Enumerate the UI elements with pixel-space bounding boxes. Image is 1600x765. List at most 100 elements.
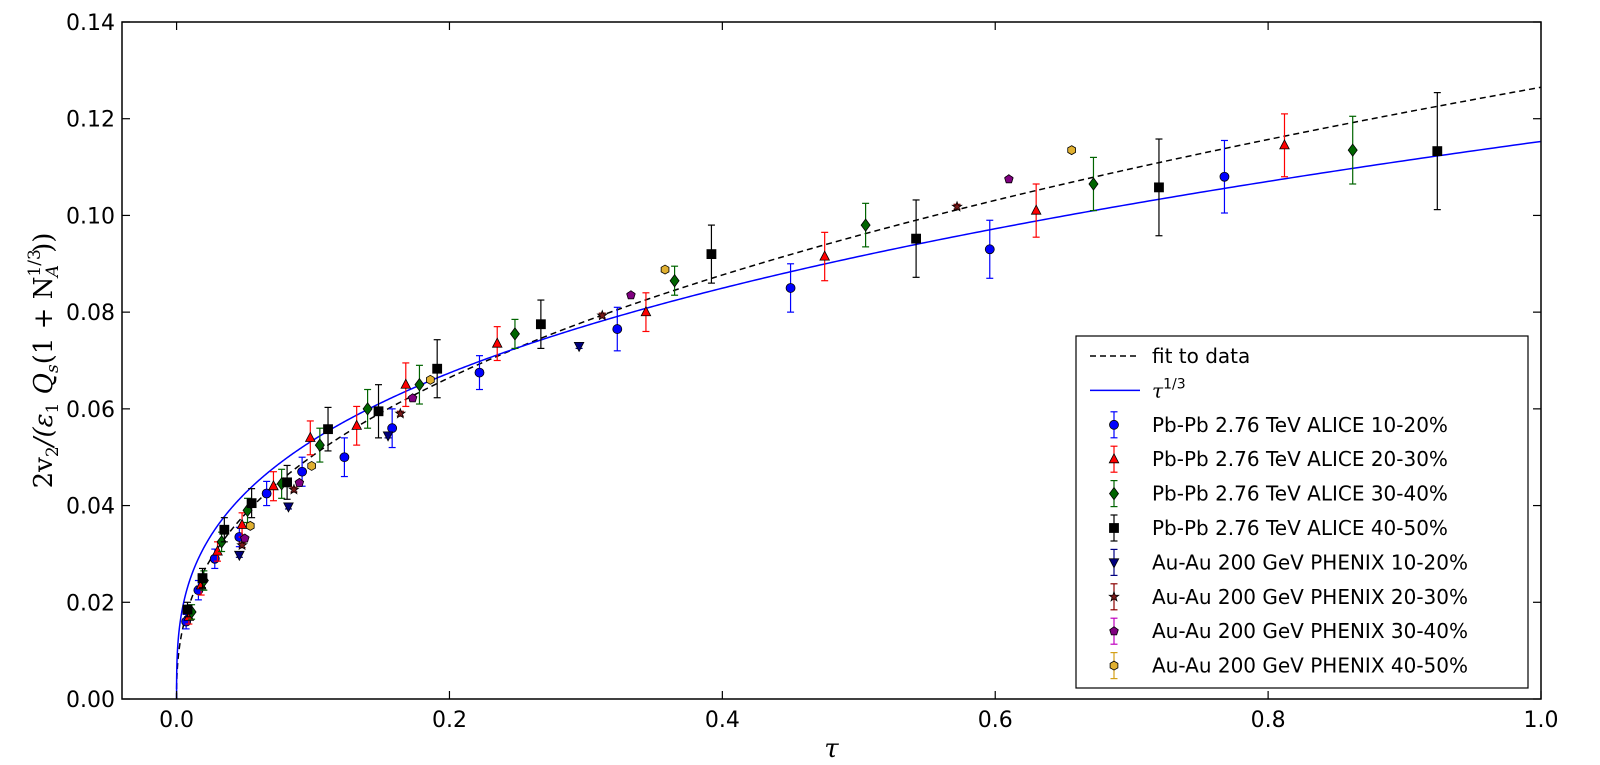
y-tick-label: 0.14 xyxy=(66,11,115,36)
data-point xyxy=(261,488,272,499)
data-point xyxy=(1219,171,1230,182)
data-point xyxy=(984,244,995,255)
series-2 xyxy=(186,115,1358,620)
data-point xyxy=(387,423,398,434)
legend-label: τ1/3 xyxy=(1152,376,1186,402)
data-point xyxy=(1030,204,1042,215)
legend-marker xyxy=(1108,452,1120,464)
data-point xyxy=(268,479,279,491)
legend-label: fit to data xyxy=(1152,344,1250,368)
data-point xyxy=(432,363,443,374)
data-point xyxy=(1347,143,1358,157)
data-point xyxy=(282,477,292,488)
data-point xyxy=(212,545,223,556)
y-tick-label: 0.12 xyxy=(66,108,115,133)
data-point xyxy=(219,524,230,535)
data-point xyxy=(283,502,294,513)
data-point xyxy=(236,539,248,551)
data-point xyxy=(1067,145,1076,156)
points-layer xyxy=(181,92,1443,630)
legend-box xyxy=(1075,335,1529,689)
plot-frame xyxy=(121,21,1542,700)
data-point xyxy=(242,503,253,518)
data-point xyxy=(474,367,485,378)
data-point xyxy=(426,374,435,385)
legend-label: Au-Au 200 GeV PHENIX 20-30% xyxy=(1152,585,1468,609)
x-tick-label: 0.2 xyxy=(432,708,467,733)
legend-marker xyxy=(1108,558,1120,569)
data-point xyxy=(1004,174,1014,184)
y-axis-title: 2v2/(ε1 Qs(1 + N1/3A)) xyxy=(25,233,63,489)
y-axis-label: 2v2/(ε1 Qs(1 + N1/3A)) xyxy=(25,233,63,489)
legend-marker xyxy=(1109,486,1119,501)
x-tick-label: 0.4 xyxy=(705,708,740,733)
x-tick-label: 0.8 xyxy=(1251,708,1286,733)
data-point xyxy=(669,273,680,288)
data-point xyxy=(596,309,609,321)
y-tick-label: 0.10 xyxy=(66,204,115,229)
data-point xyxy=(911,233,921,244)
data-point xyxy=(233,550,245,562)
series-3 xyxy=(182,92,1443,618)
data-point xyxy=(339,452,350,463)
data-point xyxy=(304,431,316,442)
legend-label: Pb-Pb 2.76 TeV ALICE 20-30% xyxy=(1152,447,1448,471)
data-point xyxy=(294,477,305,487)
data-point xyxy=(660,264,670,275)
data-point xyxy=(245,520,255,531)
data-point xyxy=(860,218,871,232)
data-point xyxy=(240,533,250,543)
data-point xyxy=(1432,146,1443,157)
ticks-layer: 0.0 0.2 0.4 0.6 0.8 1.0 0.00 0.02 0.04 0.06 0.08 0.… xyxy=(66,11,1558,733)
data-point xyxy=(1279,139,1290,150)
data-point xyxy=(236,518,248,529)
data-point xyxy=(307,460,316,471)
legend-label: Au-Au 200 GeV PHENIX 30-40% xyxy=(1152,619,1468,643)
data-point xyxy=(612,324,623,334)
curve-fit xyxy=(175,86,1541,699)
legend-marker xyxy=(1109,419,1119,430)
legend: fit to data τ1/3 Pb-Pb 2.76 TeV ALICE 10-2… xyxy=(1075,335,1529,689)
data-point xyxy=(626,290,636,300)
data-point xyxy=(509,327,520,341)
data-point xyxy=(1154,182,1164,193)
data-point xyxy=(394,407,407,419)
y-tick-label: 0.04 xyxy=(66,495,115,520)
data-point xyxy=(407,393,418,403)
data-point xyxy=(288,483,300,495)
data-point xyxy=(351,419,363,430)
legend-marker xyxy=(1109,523,1119,533)
data-point xyxy=(246,498,257,509)
legend-label: Pb-Pb 2.76 TeV ALICE 40-50% xyxy=(1152,516,1448,540)
series-4 xyxy=(233,341,585,562)
series-5 xyxy=(236,200,963,551)
legend-marker xyxy=(1109,660,1119,671)
series-7 xyxy=(245,145,1076,531)
data-point xyxy=(314,438,325,452)
data-point xyxy=(362,402,373,416)
data-point xyxy=(785,283,796,293)
data-point xyxy=(182,604,193,615)
data-point xyxy=(819,250,831,261)
data-point xyxy=(951,200,963,212)
y-tick-label: 0.00 xyxy=(66,688,115,713)
data-point xyxy=(197,573,208,584)
data-point xyxy=(1088,177,1099,191)
legend-label: Au-Au 200 GeV PHENIX 40-50% xyxy=(1152,654,1468,678)
data-point xyxy=(297,466,308,477)
x-tick-label: 1.0 xyxy=(1524,708,1559,733)
x-tick-label: 0.0 xyxy=(159,708,194,733)
legend-label: Au-Au 200 GeV PHENIX 10-20% xyxy=(1152,550,1468,574)
legend-marker xyxy=(1109,626,1119,636)
data-point xyxy=(414,377,425,392)
data-point xyxy=(323,424,333,435)
data-point xyxy=(382,431,394,442)
data-point xyxy=(573,341,585,353)
x-axis-label: τ xyxy=(824,734,839,764)
y-tick-label: 0.02 xyxy=(66,591,115,616)
legend-label: Pb-Pb 2.76 TeV ALICE 10-20% xyxy=(1152,413,1448,437)
data-point xyxy=(640,305,652,317)
data-point xyxy=(491,337,503,348)
y-tick-label: 0.06 xyxy=(66,398,115,423)
